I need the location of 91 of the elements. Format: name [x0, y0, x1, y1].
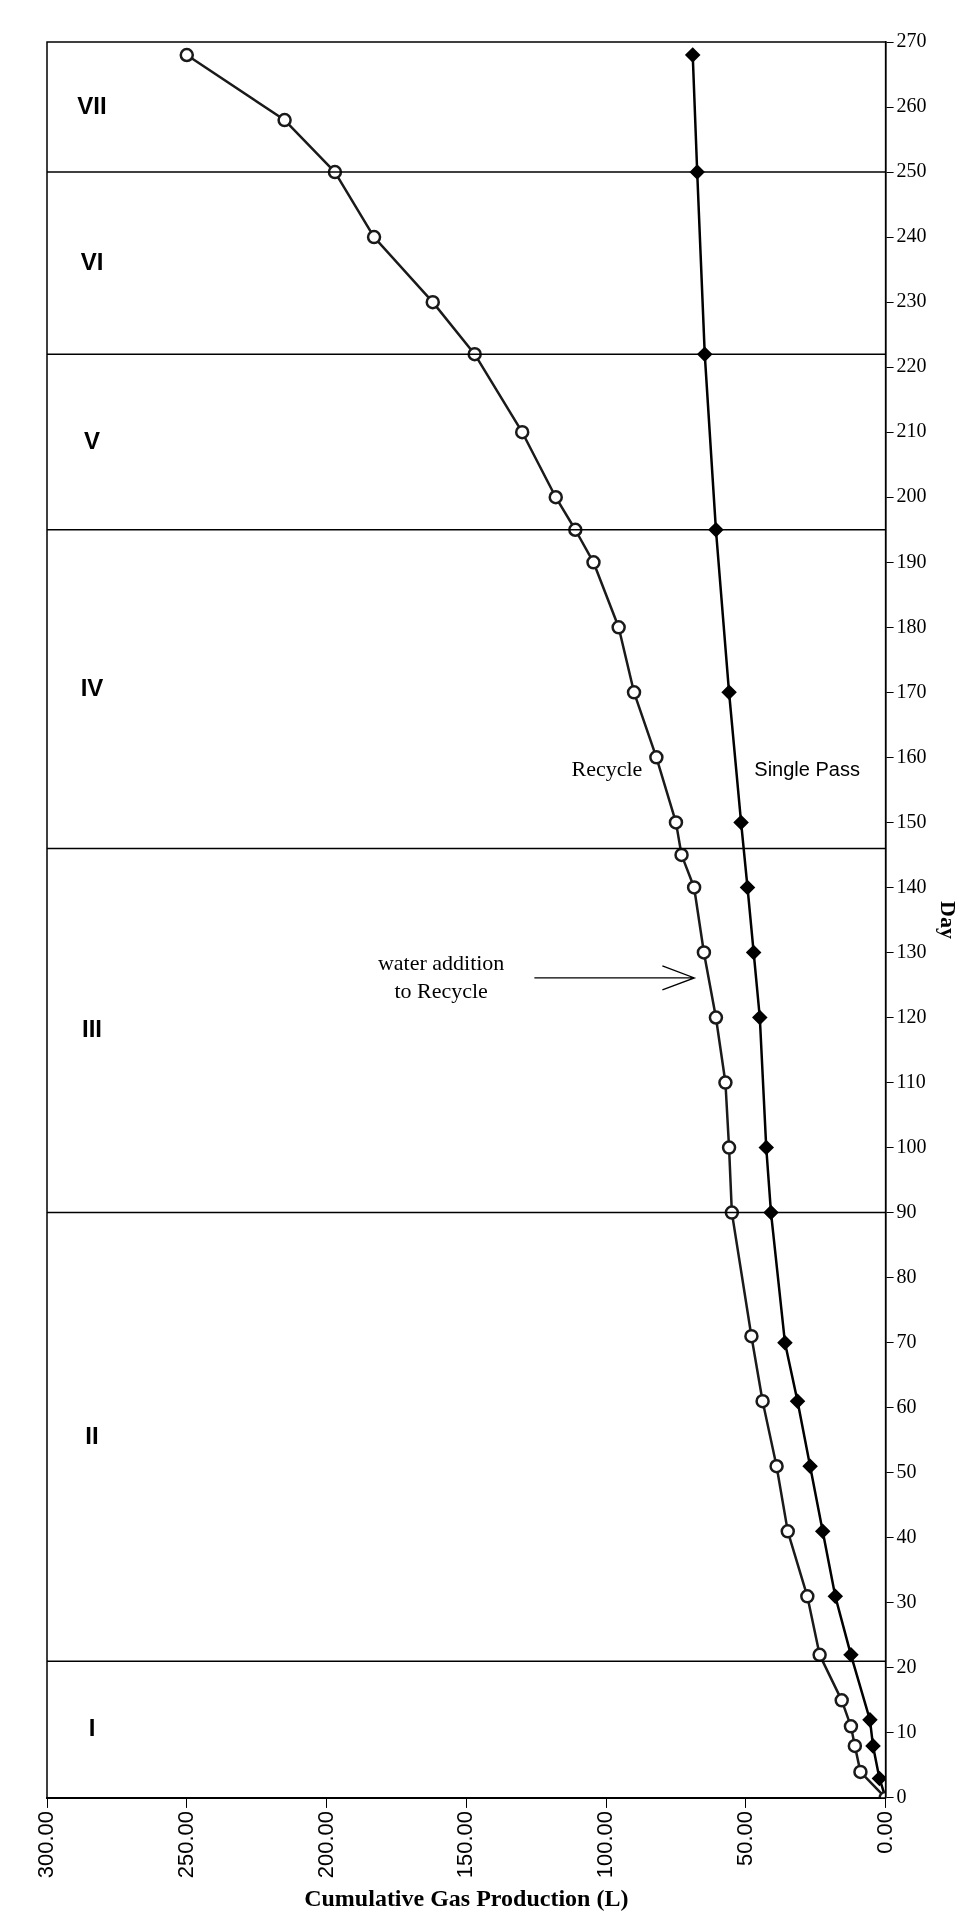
- point: [674, 847, 689, 863]
- x-tick-label: 50.00: [731, 1810, 757, 1866]
- annotation: IV: [80, 673, 104, 701]
- point: [721, 1140, 737, 1155]
- point: [366, 229, 382, 245]
- y-tick-label: 40: [896, 1525, 917, 1548]
- point: [611, 620, 626, 635]
- point: [744, 1328, 759, 1344]
- point: [586, 555, 601, 570]
- y-tick-label: 160: [896, 744, 927, 767]
- point: [740, 880, 755, 895]
- point: [548, 489, 563, 505]
- annotation: V: [83, 426, 101, 454]
- x-tick-label: 250.00: [172, 1810, 198, 1879]
- point: [834, 1693, 849, 1708]
- series-label: Recycle: [571, 756, 643, 782]
- annotation: III: [81, 1015, 103, 1043]
- point: [780, 1524, 796, 1539]
- x-tick-label: 0.00: [871, 1810, 897, 1854]
- point: [755, 1393, 770, 1409]
- y-tick-label: 140: [896, 874, 927, 897]
- point: [843, 1647, 859, 1663]
- point: [626, 685, 642, 700]
- point: [853, 1764, 868, 1780]
- series-label: Single Pass: [754, 758, 860, 781]
- x-tick-label: 300.00: [33, 1810, 59, 1879]
- y-tick-label: 170: [896, 679, 927, 702]
- point: [865, 1738, 881, 1754]
- point: [777, 1335, 793, 1350]
- point: [179, 47, 195, 63]
- point: [847, 1738, 863, 1754]
- y-tick-label: 0: [896, 1785, 907, 1808]
- point: [843, 1719, 859, 1734]
- point: [872, 1771, 886, 1786]
- y-axis-title: Day: [936, 901, 962, 939]
- y-tick-label: 110: [896, 1069, 926, 1092]
- x-tick-label: 100.00: [592, 1810, 618, 1879]
- y-tick-label: 10: [896, 1720, 917, 1743]
- y-tick-label: 180: [896, 614, 927, 637]
- y-tick-label: 150: [896, 809, 927, 832]
- y-tick-label: 20: [896, 1655, 917, 1678]
- y-tick-label: 270: [896, 29, 927, 52]
- y-tick-label: 30: [896, 1590, 917, 1613]
- point: [696, 945, 712, 960]
- y-tick-label: 120: [896, 1004, 927, 1027]
- point: [277, 112, 292, 128]
- y-tick-label: 190: [896, 549, 927, 572]
- y-tick-label: 70: [896, 1329, 917, 1352]
- point: [815, 1524, 830, 1539]
- y-tick-label: 80: [896, 1264, 917, 1287]
- point: [758, 1140, 774, 1155]
- point: [425, 294, 441, 310]
- point: [668, 815, 684, 830]
- point: [686, 880, 702, 895]
- point: [862, 1712, 878, 1728]
- y-tick-label: 200: [896, 484, 927, 507]
- y-tick-label: 220: [896, 354, 927, 377]
- y-tick-label: 230: [896, 289, 927, 312]
- y-tick-label: 60: [896, 1394, 917, 1417]
- x-tick-label: 200.00: [312, 1810, 338, 1879]
- point: [685, 47, 700, 63]
- point: [763, 1205, 779, 1220]
- annotation: VI: [80, 247, 104, 275]
- point: [769, 1458, 784, 1474]
- annotation: VII: [77, 91, 107, 119]
- point: [514, 424, 530, 440]
- y-tick-label: 100: [896, 1134, 927, 1157]
- point: [649, 750, 664, 765]
- point: [800, 1589, 815, 1604]
- y-tick-label: 240: [896, 224, 927, 247]
- y-tick-label: 210: [896, 419, 927, 442]
- point: [828, 1589, 843, 1604]
- point: [746, 945, 761, 960]
- y-tick-label: 250: [896, 159, 927, 182]
- y-tick-label: 50: [896, 1459, 917, 1482]
- point: [733, 815, 749, 830]
- annotation: water addition to Recycle: [377, 949, 505, 1003]
- point: [752, 1010, 768, 1025]
- y-tick-label: 90: [896, 1199, 917, 1222]
- point: [802, 1458, 818, 1474]
- y-tick-label: 130: [896, 939, 927, 962]
- annotation: I: [88, 1714, 96, 1742]
- point: [812, 1647, 827, 1663]
- y-tick-label: 260: [896, 94, 927, 117]
- x-axis-title: Cumulative Gas Production (L): [304, 1884, 629, 1911]
- x-tick-label: 150.00: [452, 1810, 478, 1879]
- point: [721, 685, 737, 700]
- point: [790, 1393, 805, 1409]
- annotation: II: [85, 1421, 99, 1449]
- point: [718, 1075, 733, 1090]
- point: [708, 1010, 724, 1025]
